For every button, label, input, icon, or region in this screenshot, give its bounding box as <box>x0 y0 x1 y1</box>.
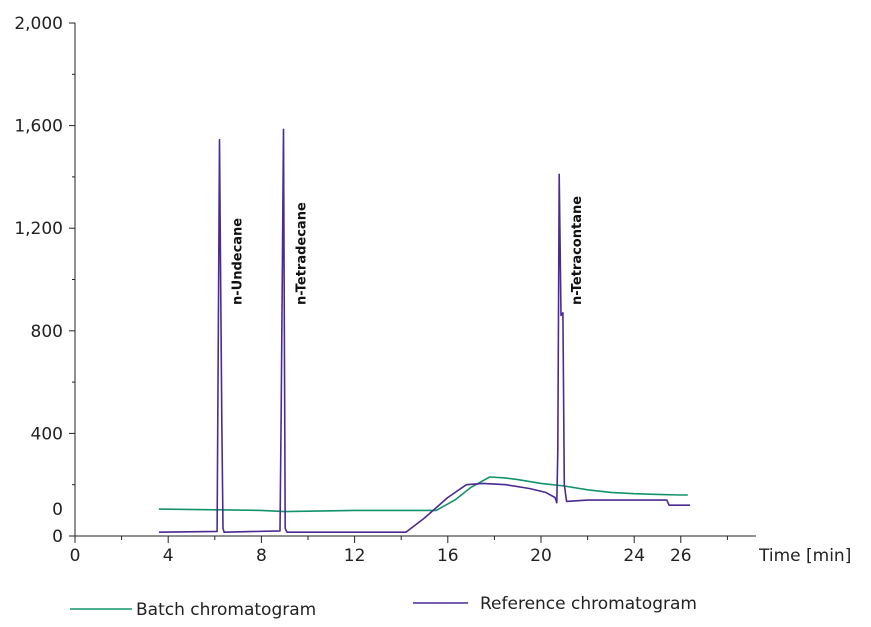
legend-label: Reference chromatogram <box>480 594 697 614</box>
x-tick-label: 26 <box>670 546 692 566</box>
batch-zero-label: 0 <box>52 500 63 520</box>
y-tick-label: 1,600 <box>14 117 63 137</box>
x-tick-label: 12 <box>344 546 366 566</box>
x-tick-label: 24 <box>623 546 645 566</box>
x-axis-title: Time [min] <box>758 546 851 566</box>
x-tick-label: 0 <box>70 546 81 566</box>
peak-label: n-Tetracontane <box>570 196 585 305</box>
x-tick-label: 8 <box>256 546 267 566</box>
y-tick-label: 400 <box>31 424 63 444</box>
legend: Batch chromatogram Reference chromatogram <box>70 594 697 620</box>
annotation-layer: n-Undecane n-Tetradecane n-Tetracontane <box>230 196 585 305</box>
peak-label: n-Tetradecane <box>295 202 310 305</box>
batch-chromatogram-line <box>158 476 688 513</box>
legend-label: Batch chromatogram <box>136 600 316 620</box>
x-tick-label: 16 <box>437 546 459 566</box>
peak-label: n-Undecane <box>230 218 245 305</box>
y-tick-label: 1,200 <box>14 219 63 239</box>
x-tick-label: 20 <box>530 546 552 566</box>
y-tick-label: 0 <box>52 527 63 547</box>
y-tick-label: 800 <box>31 322 63 342</box>
series-layer <box>158 128 691 534</box>
x-tick-label: 4 <box>163 546 174 566</box>
y-tick-label: 2,000 <box>14 14 63 34</box>
reference-chromatogram-line <box>158 128 691 534</box>
